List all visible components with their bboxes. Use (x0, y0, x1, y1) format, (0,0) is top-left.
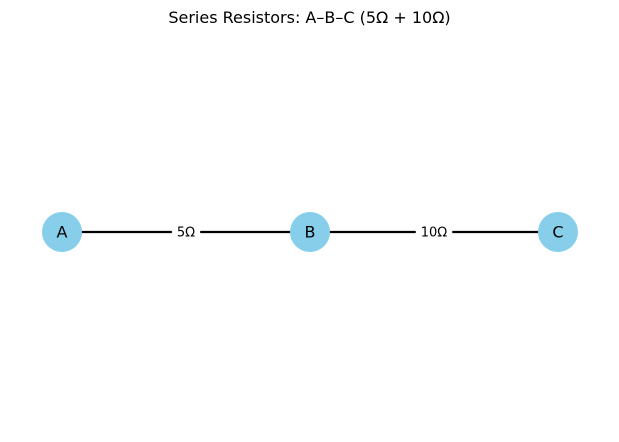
node-c: C (538, 212, 578, 252)
edge-b-c: 10Ω (310, 223, 558, 243)
nodes-layer: A B C (42, 212, 578, 252)
node-circle (42, 212, 82, 252)
node-a: A (42, 212, 82, 252)
resistance-label-background (171, 223, 201, 243)
edges-layer: 5Ω 10Ω (62, 223, 558, 243)
node-b: B (290, 212, 330, 252)
edge-a-b: 5Ω (62, 223, 310, 243)
node-label: C (552, 223, 563, 242)
node-label: B (305, 223, 316, 242)
diagram-title: Series Resistors: A–B–C (5Ω + 10Ω) (168, 8, 451, 27)
node-circle (538, 212, 578, 252)
node-circle (290, 212, 330, 252)
resistance-label-background (415, 223, 453, 243)
resistance-label: 5Ω (177, 226, 195, 241)
resistance-label: 10Ω (421, 226, 448, 241)
node-label: A (57, 223, 68, 242)
